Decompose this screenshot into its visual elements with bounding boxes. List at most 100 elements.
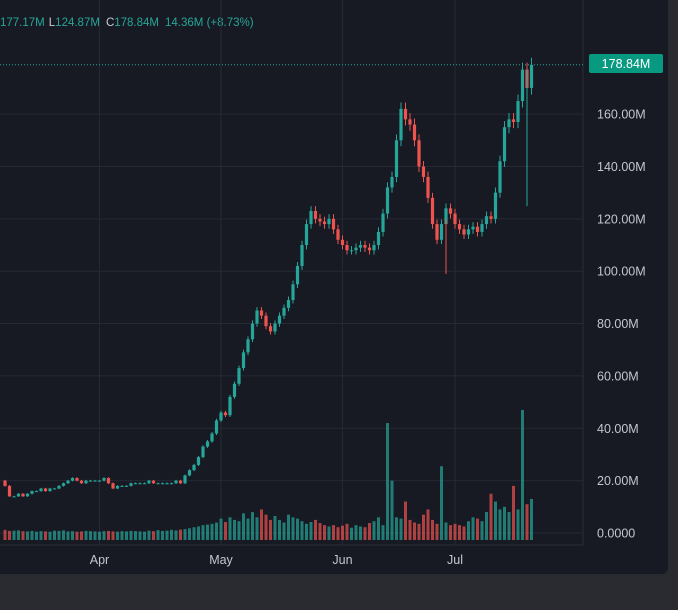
candle-body [61,483,66,486]
candle-body [426,176,430,198]
candle-body [291,284,295,300]
y-tick-label: 20.00M [597,474,639,488]
x-tick-label: Jul [447,553,463,567]
x-axis: Apr May Jun Jul [90,553,463,567]
x-tick-label: Apr [90,553,109,567]
volume-bar [152,531,155,540]
candle-body [57,485,61,489]
volume-bar [381,525,385,540]
candle-body [435,224,439,240]
candle-body [165,483,169,485]
window-edge [668,0,678,574]
candle-body [277,315,282,324]
chart-panel[interactable]: 177.17M L124.87M C178.84M 14.36M (+8.73%) 0… [0,0,668,574]
candle-body [115,485,120,489]
volume-bar [147,530,151,540]
volume-bar [12,530,16,540]
volume-bar [386,423,389,540]
volume-bar [242,513,245,540]
y-tick-label: 100.00M [597,265,646,279]
candle-body [129,483,133,486]
volume-bar [440,466,443,540]
legend-low-value: 124.87M [55,17,100,29]
candle-body [349,250,354,252]
volume-bar [521,409,524,540]
candle-body [7,485,12,497]
volume-bar [462,526,466,540]
volume-bar [161,530,164,540]
volume-bar [255,517,259,540]
volume-bar [3,529,7,540]
ohlc-legend: 177.17M L124.87M C178.84M 14.36M (+8.73%) [0,17,254,35]
candle-body [93,480,97,482]
candle-body [75,478,79,481]
candle-body [403,108,408,120]
volume-bar [48,531,52,540]
volume-bar [215,522,218,540]
candle-body [21,493,25,497]
x-tick-label: Jun [332,553,352,567]
volume-bar [26,531,29,540]
volume-bar [480,521,484,540]
volume-bar [431,519,434,540]
volume-bar [413,522,416,540]
candle-body [232,383,237,397]
y-tick-label: 40.00M [597,422,639,436]
candle-body [304,224,309,246]
price-chart[interactable]: 0.0000 20.00M 40.00M 60.00M 80.00M 100.00M 120… [0,0,668,574]
candle-body [345,245,349,251]
candle-body [336,229,340,240]
candle-body [178,480,183,484]
candle-body [237,368,241,384]
candle-body [421,166,426,177]
volume-bar [336,527,340,540]
candle-body [453,213,457,225]
volume-bar [107,530,110,540]
candle-body [529,64,534,88]
candle-body [255,310,259,324]
volume-bar [260,509,263,540]
volume-bar [444,522,448,540]
chart-grid [0,0,584,546]
volume-bar [404,501,407,540]
volume-bar [246,518,250,540]
candles [3,57,534,498]
candle-body [25,493,30,497]
candle-body [111,483,115,489]
volume-bar [188,528,191,540]
volume-bar [210,523,214,540]
candle-body [520,69,525,102]
y-axis: 0.0000 20.00M 40.00M 60.00M 80.00M 100.00M 120… [597,108,646,541]
candle-body [246,339,250,353]
candle-body [511,119,516,122]
volume-bar [84,530,88,540]
volume-bar [296,518,299,540]
volume-bar [165,530,169,540]
y-tick-label: 0.0000 [597,527,635,541]
candle-body [394,140,399,177]
volume-bar [435,523,439,540]
legend-close-value: 178.84M [114,17,160,29]
volume-bar [476,518,479,540]
volume-bar [57,530,61,540]
x-tick-label: May [209,553,233,567]
volume-bar [489,493,493,540]
candle-body [295,265,300,285]
volume-bar [102,531,106,540]
volume-bar [467,521,470,540]
candle-body [70,478,75,481]
candle-body [367,247,372,251]
candle-body [30,491,34,494]
volume-bar [516,509,520,540]
candle-body [457,224,462,230]
candle-body [502,127,507,162]
y-tick-label: 140.00M [597,160,646,174]
candle-body [268,326,273,332]
candle-body [259,310,264,316]
candle-body [147,480,151,484]
volume-bar [354,525,358,540]
volume-bar [278,519,281,540]
candle-body [430,197,435,225]
volume-bar [206,524,209,540]
candle-body [3,480,7,486]
